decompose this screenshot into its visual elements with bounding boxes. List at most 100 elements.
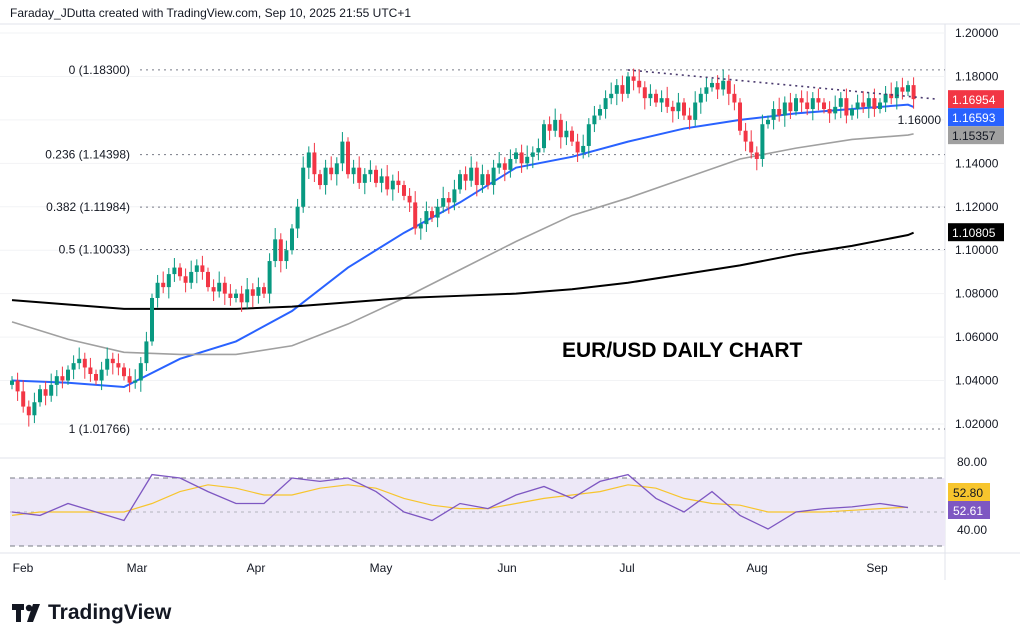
candle-body — [452, 189, 457, 203]
candle — [379, 168, 384, 193]
chart-annotation: EUR/USD DAILY CHART — [562, 339, 803, 362]
candle-body — [250, 289, 255, 296]
candle-body — [211, 287, 216, 292]
candle — [407, 188, 412, 212]
candle-body — [626, 76, 630, 94]
candle — [838, 92, 843, 119]
candle — [788, 92, 793, 120]
candle-body — [866, 98, 871, 107]
candle — [698, 87, 703, 114]
candle — [222, 276, 227, 305]
candle — [900, 77, 905, 100]
candle-body — [189, 271, 194, 283]
rsi-tick-label: 40.00 — [957, 523, 987, 537]
candle — [626, 72, 630, 99]
candle-body — [402, 185, 406, 196]
candle — [760, 114, 765, 167]
price-tag-bg — [948, 90, 1004, 109]
candle-body — [413, 202, 418, 229]
candle — [491, 159, 496, 195]
candle — [362, 168, 367, 195]
candle — [10, 376, 14, 390]
candle-body — [166, 274, 171, 288]
candle-body — [883, 93, 888, 103]
candle-body — [234, 293, 238, 298]
candle-body — [502, 163, 507, 170]
candle — [654, 89, 658, 107]
candle-body — [889, 93, 894, 99]
time-tick-label: Aug — [746, 561, 767, 575]
candle — [614, 79, 619, 106]
candle-body — [88, 367, 93, 375]
candle — [312, 142, 317, 182]
candle-body — [799, 98, 804, 103]
candle-body — [295, 206, 300, 229]
fib-level-label: 0.382 (1.11984) — [46, 200, 130, 214]
candle-body — [105, 358, 110, 370]
rsi-ma-line — [11, 484, 909, 516]
candle-body — [480, 174, 485, 186]
candle-body — [861, 102, 866, 107]
candle — [228, 284, 233, 306]
rsi-tag: 52.80 — [948, 483, 990, 501]
candle — [547, 116, 552, 141]
candle-body — [206, 271, 210, 288]
candle — [687, 107, 692, 130]
candle — [318, 169, 322, 190]
candle-body — [508, 158, 513, 170]
candle — [217, 271, 222, 298]
candle-body — [94, 374, 98, 381]
candle-body — [228, 293, 233, 298]
candle — [161, 271, 166, 294]
candle-body — [26, 406, 31, 416]
candle — [894, 81, 899, 110]
candle-body — [301, 167, 306, 207]
tradingview-logo[interactable]: TradingView — [12, 601, 171, 625]
candle-body — [306, 152, 311, 168]
candle — [38, 384, 42, 407]
candle-body — [872, 98, 877, 110]
candle-body — [598, 109, 602, 116]
candle — [474, 161, 479, 197]
candle — [542, 119, 546, 153]
candle — [486, 169, 490, 190]
candle-body — [155, 282, 160, 298]
candle-body — [278, 239, 283, 262]
candle — [458, 169, 462, 194]
rsi-tick-label: 80.00 — [957, 455, 987, 469]
candle — [323, 159, 328, 195]
candle — [743, 122, 748, 152]
candle-body — [855, 102, 860, 110]
candle-body — [469, 167, 474, 181]
candle-body — [110, 358, 115, 364]
header-text: Faraday_JDutta created with TradingView.… — [10, 6, 412, 20]
candle-body — [323, 167, 328, 186]
candle — [340, 132, 345, 172]
candle — [105, 347, 110, 376]
candle-body — [693, 102, 698, 120]
moving-average-line — [11, 231, 914, 310]
price-tag-label: 1.16954 — [952, 93, 996, 107]
candle-body — [648, 93, 653, 99]
candle — [620, 75, 625, 102]
candle-body — [682, 102, 686, 116]
rsi-tag: 52.61 — [948, 501, 990, 519]
candle — [284, 240, 289, 269]
candle — [256, 277, 261, 304]
price-tag: 1.10805 — [948, 223, 1004, 242]
candle — [374, 165, 378, 188]
candle — [396, 171, 401, 193]
candle-body — [10, 380, 14, 385]
candle — [172, 258, 177, 282]
candle-body — [290, 228, 294, 251]
candle-body — [654, 93, 658, 103]
candle — [570, 126, 574, 146]
candle-body — [738, 102, 742, 131]
candle — [827, 101, 832, 123]
candle — [99, 361, 104, 391]
candle — [446, 191, 451, 214]
candle — [49, 373, 54, 402]
candle — [54, 370, 59, 397]
